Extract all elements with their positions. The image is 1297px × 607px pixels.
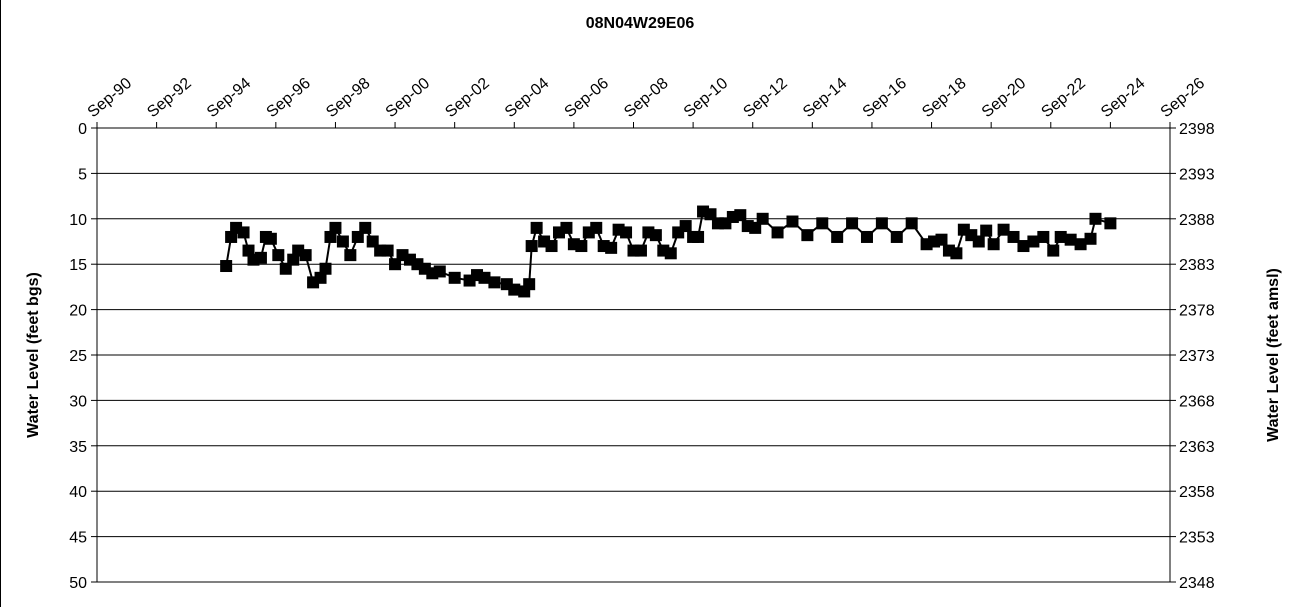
data-point [692,230,705,243]
y-tick-label: 25 [69,348,87,365]
data-point [287,253,300,266]
data-point [254,251,267,264]
data-point [433,265,446,278]
data-point [220,260,233,273]
data-point [508,283,521,296]
y2-tick-label: 2358 [1179,484,1215,501]
data-point [351,230,364,243]
y-tick-label: 50 [69,575,87,592]
data-point [237,226,250,239]
y-axis-label: Water Level (feet bgs) [25,272,42,438]
data-point [846,217,859,230]
data-point [935,233,948,246]
data-point [905,217,918,230]
data-point [875,217,888,230]
data-point [749,221,762,234]
y-tick-label: 40 [69,484,87,501]
y-tick-label: 0 [78,121,87,138]
y2-tick-label: 2353 [1179,530,1215,547]
data-point [1037,230,1050,243]
data-point [890,230,903,243]
data-point [314,271,327,284]
y-tick-label: 10 [69,212,87,229]
data-point [242,244,255,257]
data-point [523,278,536,291]
data-point [525,240,538,253]
data-point [264,232,277,245]
data-point [359,221,372,234]
data-point [1047,244,1060,257]
data-point [1017,240,1030,253]
data-point [649,229,662,242]
data-point [279,262,292,275]
data-point [478,271,491,284]
data-point [488,276,501,289]
data-point [664,247,677,260]
data-point [734,209,747,222]
y2-axis-label: Water Level (feet amsl) [1265,268,1282,442]
data-point [756,212,769,225]
y-tick-label: 30 [69,393,87,410]
data-point [329,221,342,234]
data-point [299,249,312,262]
data-point [344,249,357,262]
y2-tick-label: 2383 [1179,257,1215,274]
data-point [1064,233,1077,246]
data-point [560,221,573,234]
data-point [1007,230,1020,243]
data-point [590,221,603,234]
data-point [997,223,1010,236]
y2-tick-label: 2393 [1179,166,1215,183]
y2-tick-label: 2348 [1179,575,1215,592]
data-point [980,224,993,237]
data-point [987,238,1000,251]
data-point [530,221,543,234]
data-point [816,217,829,230]
data-point [336,235,349,248]
data-point [324,230,337,243]
data-point [225,230,238,243]
y-tick-label: 35 [69,439,87,456]
chart-title: 08N04W29E06 [586,15,695,32]
data-point [634,244,647,257]
data-point [545,240,558,253]
data-point [389,258,402,271]
y-tick-label: 15 [69,257,87,274]
data-point [704,208,717,221]
data-point [1089,212,1102,225]
data-point [448,271,461,284]
data-point [1027,235,1040,248]
y2-tick-label: 2398 [1179,121,1215,138]
y-tick-label: 20 [69,303,87,320]
y2-tick-label: 2388 [1179,212,1215,229]
data-point [860,230,873,243]
data-point [605,241,618,254]
data-point [801,229,814,242]
data-point [575,240,588,253]
data-point [786,215,799,228]
data-point [319,262,332,275]
data-point [620,226,633,239]
y2-tick-label: 2368 [1179,393,1215,410]
y2-tick-label: 2378 [1179,303,1215,320]
data-point [1104,217,1117,230]
data-point [1084,232,1097,245]
data-point [771,226,784,239]
data-point [1054,230,1067,243]
data-point [950,247,963,260]
data-point [272,249,285,262]
data-point [679,220,692,233]
y2-tick-label: 2363 [1179,439,1215,456]
data-point [972,235,985,248]
y-tick-label: 5 [78,166,87,183]
data-point [831,230,844,243]
data-point [1074,238,1087,251]
data-point [381,244,394,257]
data-point [366,235,379,248]
y-tick-label: 45 [69,530,87,547]
y2-tick-label: 2373 [1179,348,1215,365]
